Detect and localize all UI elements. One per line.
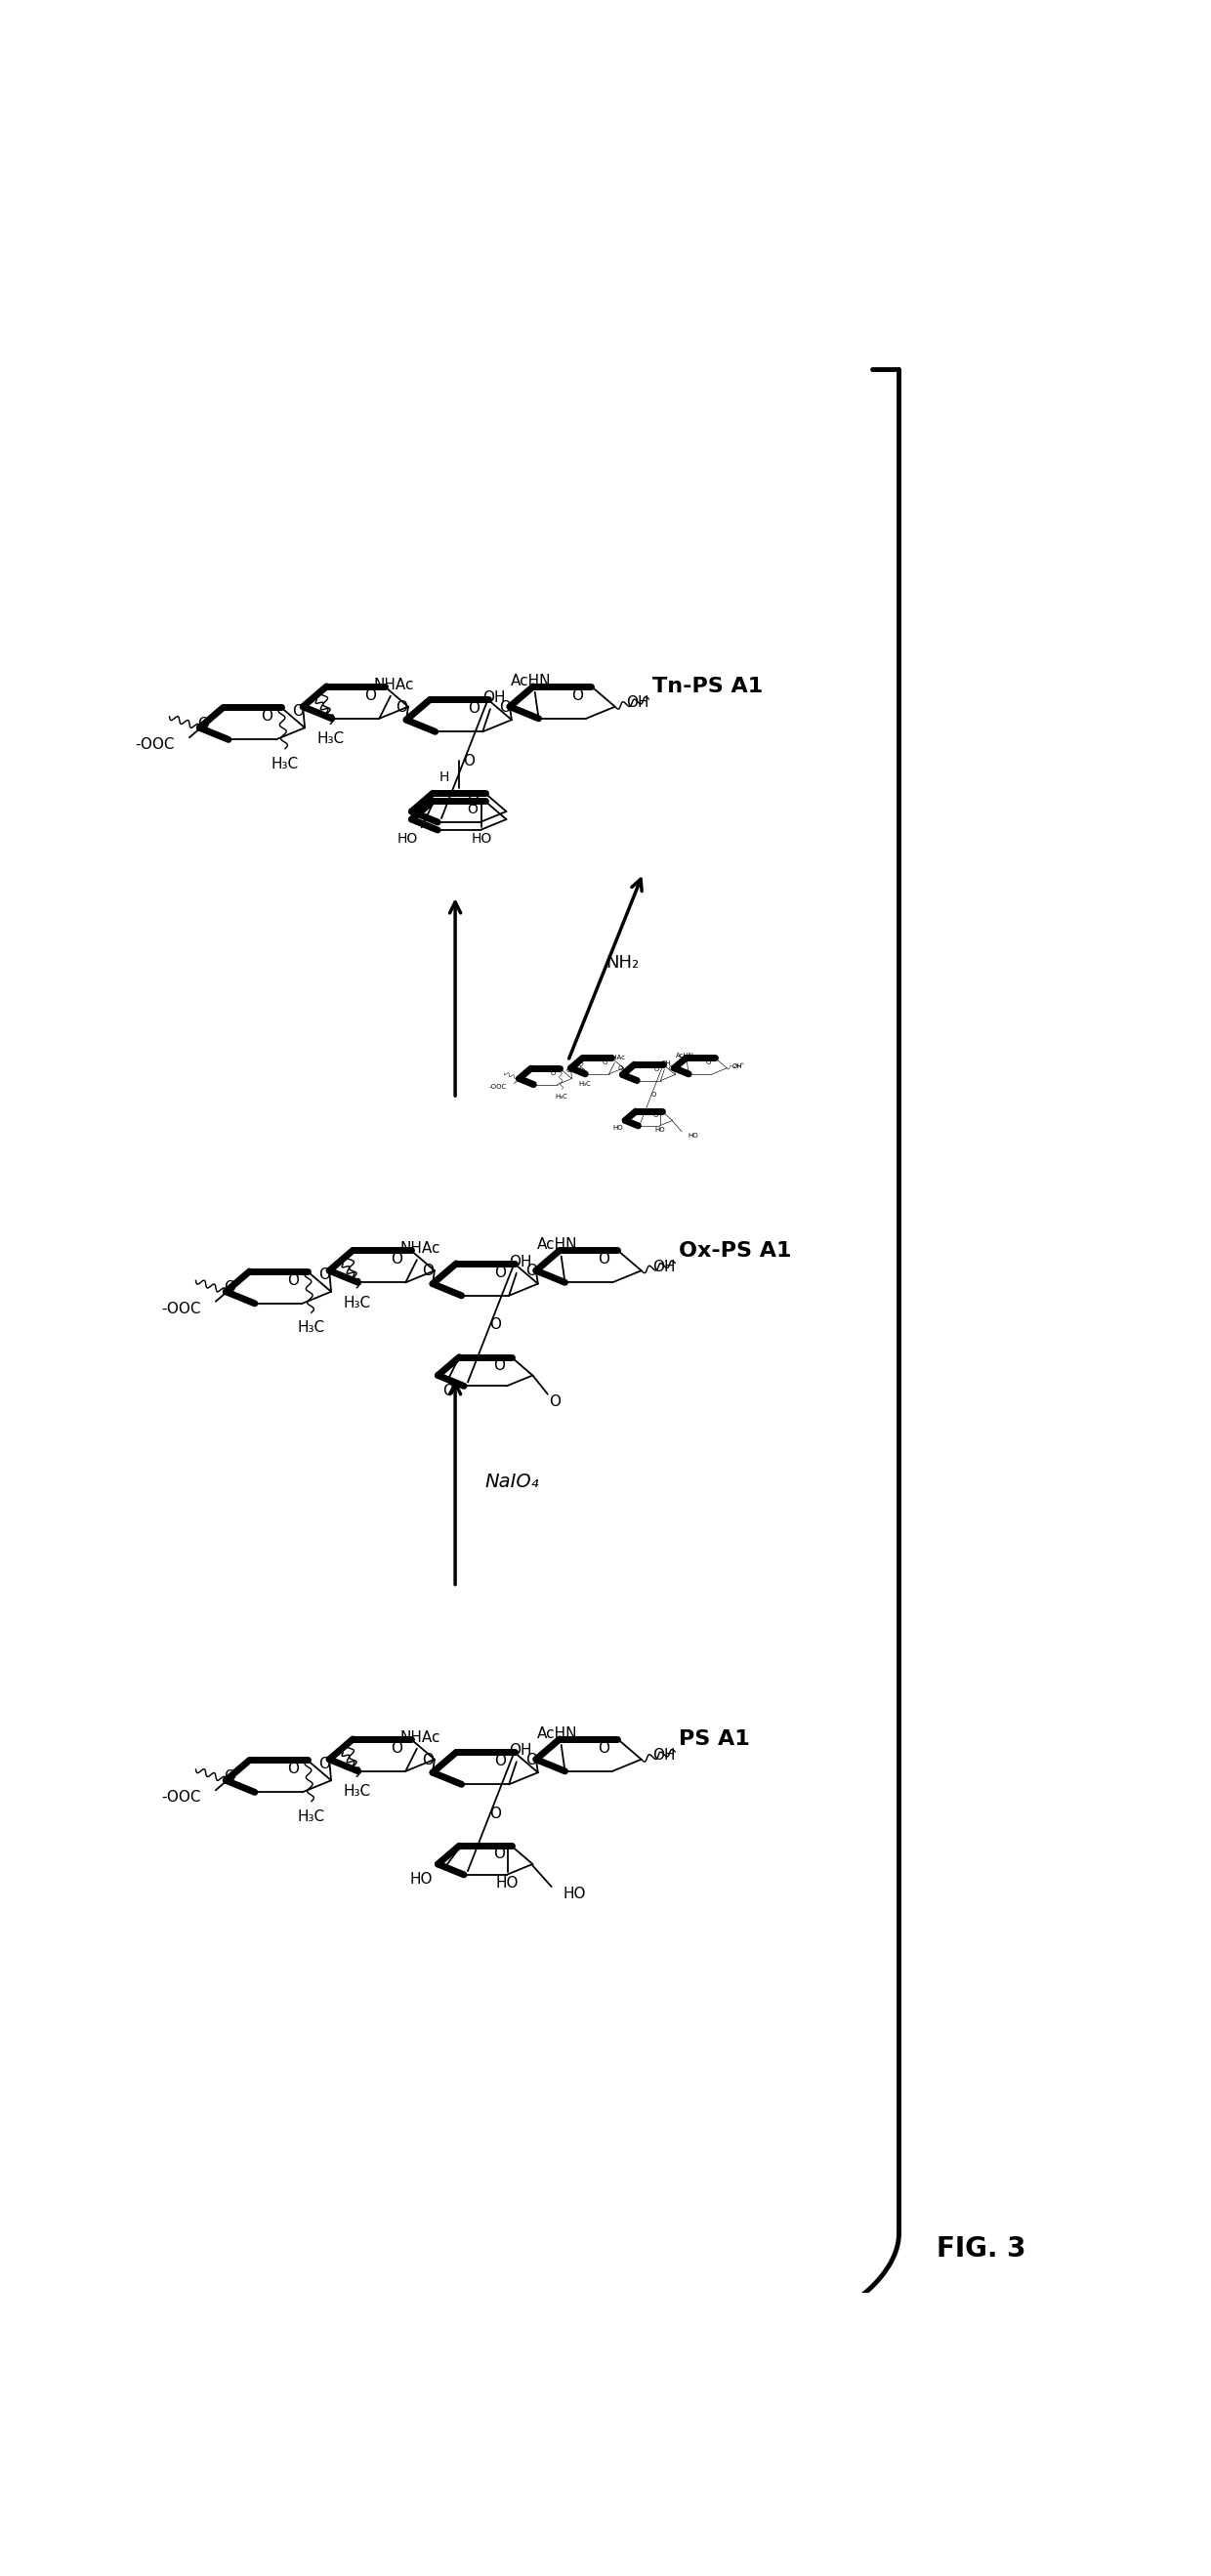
- Text: O: O: [489, 1316, 501, 1332]
- Text: O: O: [262, 708, 272, 724]
- Text: H₃C: H₃C: [316, 732, 344, 747]
- Text: O: O: [550, 1394, 561, 1409]
- Text: O: O: [469, 701, 480, 716]
- Text: O: O: [653, 1113, 659, 1118]
- Text: NaIO₄: NaIO₄: [486, 1473, 540, 1492]
- Text: FIG. 3: FIG. 3: [937, 2236, 1026, 2262]
- Text: NHAc: NHAc: [607, 1054, 626, 1059]
- Text: O: O: [706, 1059, 711, 1066]
- Text: Tn-PS A1: Tn-PS A1: [653, 677, 763, 696]
- Text: HO: HO: [471, 832, 492, 845]
- Text: O: O: [224, 1280, 235, 1296]
- Text: H₃C: H₃C: [298, 1808, 325, 1824]
- Text: HO: HO: [613, 1126, 622, 1131]
- Text: O: O: [391, 1252, 403, 1267]
- Text: -OOC: -OOC: [161, 1301, 201, 1316]
- Text: H₃C: H₃C: [579, 1082, 591, 1087]
- Text: O: O: [602, 1059, 607, 1066]
- Text: O: O: [518, 1074, 523, 1079]
- Text: OH: OH: [509, 1744, 532, 1757]
- Text: HO: HO: [497, 1875, 520, 1891]
- Text: O: O: [526, 1265, 536, 1278]
- Text: H₃C: H₃C: [556, 1095, 568, 1100]
- Text: H: H: [438, 770, 449, 783]
- Text: O: O: [467, 804, 478, 817]
- Text: Ox-PS A1: Ox-PS A1: [679, 1242, 792, 1260]
- Text: H₃C: H₃C: [343, 1785, 371, 1798]
- Text: O: O: [463, 755, 475, 768]
- Text: AcHN: AcHN: [511, 672, 551, 688]
- Text: NH₂: NH₂: [606, 956, 639, 971]
- Text: O: O: [197, 716, 210, 732]
- Text: H₃C: H₃C: [298, 1321, 325, 1334]
- Text: O: O: [598, 1741, 609, 1757]
- Text: -OOC: -OOC: [134, 737, 174, 752]
- Text: O: O: [466, 793, 478, 809]
- Text: O: O: [442, 1383, 454, 1399]
- Text: O: O: [550, 1069, 556, 1077]
- Text: HO: HO: [688, 1133, 698, 1139]
- Text: O: O: [598, 1252, 609, 1267]
- Text: NHAc: NHAc: [374, 677, 414, 693]
- Text: O: O: [493, 1358, 505, 1373]
- Text: O: O: [391, 1741, 403, 1757]
- Text: O: O: [668, 1066, 675, 1072]
- Text: O: O: [499, 701, 511, 714]
- Text: AcHN: AcHN: [676, 1051, 694, 1059]
- Text: O: O: [493, 1847, 505, 1862]
- Text: O: O: [494, 1754, 506, 1770]
- Text: OH: OH: [653, 1749, 676, 1762]
- Text: O: O: [566, 1066, 570, 1074]
- Text: O: O: [526, 1752, 536, 1767]
- Text: O: O: [421, 1752, 434, 1767]
- Text: O: O: [292, 703, 304, 719]
- Text: HO: HO: [397, 832, 418, 845]
- Text: HO: HO: [563, 1886, 586, 1901]
- Text: HO: HO: [411, 1873, 432, 1888]
- Text: O: O: [618, 1066, 622, 1072]
- Text: NHAc: NHAc: [401, 1731, 441, 1744]
- Text: OH: OH: [626, 696, 649, 711]
- Text: O: O: [654, 1066, 659, 1072]
- Text: O: O: [652, 1092, 656, 1097]
- Text: OH: OH: [653, 1260, 676, 1275]
- Text: -OOC: -OOC: [489, 1084, 506, 1090]
- Text: O: O: [318, 1757, 331, 1772]
- Text: PS A1: PS A1: [679, 1728, 750, 1749]
- Text: HO: HO: [655, 1128, 665, 1133]
- Text: O: O: [288, 1762, 299, 1777]
- Text: OH: OH: [482, 690, 505, 706]
- Text: OH: OH: [509, 1255, 532, 1270]
- Text: O: O: [572, 688, 584, 703]
- Text: AcHN: AcHN: [538, 1236, 578, 1252]
- Text: O: O: [489, 1806, 501, 1821]
- Text: O: O: [494, 1265, 506, 1280]
- Text: O: O: [288, 1273, 299, 1288]
- Text: H₃C: H₃C: [343, 1296, 371, 1311]
- Text: O: O: [224, 1770, 235, 1785]
- Text: O: O: [365, 688, 377, 703]
- Text: O: O: [395, 701, 407, 714]
- Text: AcHN: AcHN: [538, 1726, 578, 1741]
- Text: OH: OH: [661, 1061, 672, 1066]
- Text: O: O: [318, 1267, 331, 1283]
- Text: -OOC: -OOC: [161, 1790, 201, 1806]
- Text: OH: OH: [733, 1064, 742, 1069]
- Text: O: O: [421, 1265, 434, 1278]
- Text: H₃C: H₃C: [271, 757, 299, 770]
- Text: NHAc: NHAc: [401, 1242, 441, 1257]
